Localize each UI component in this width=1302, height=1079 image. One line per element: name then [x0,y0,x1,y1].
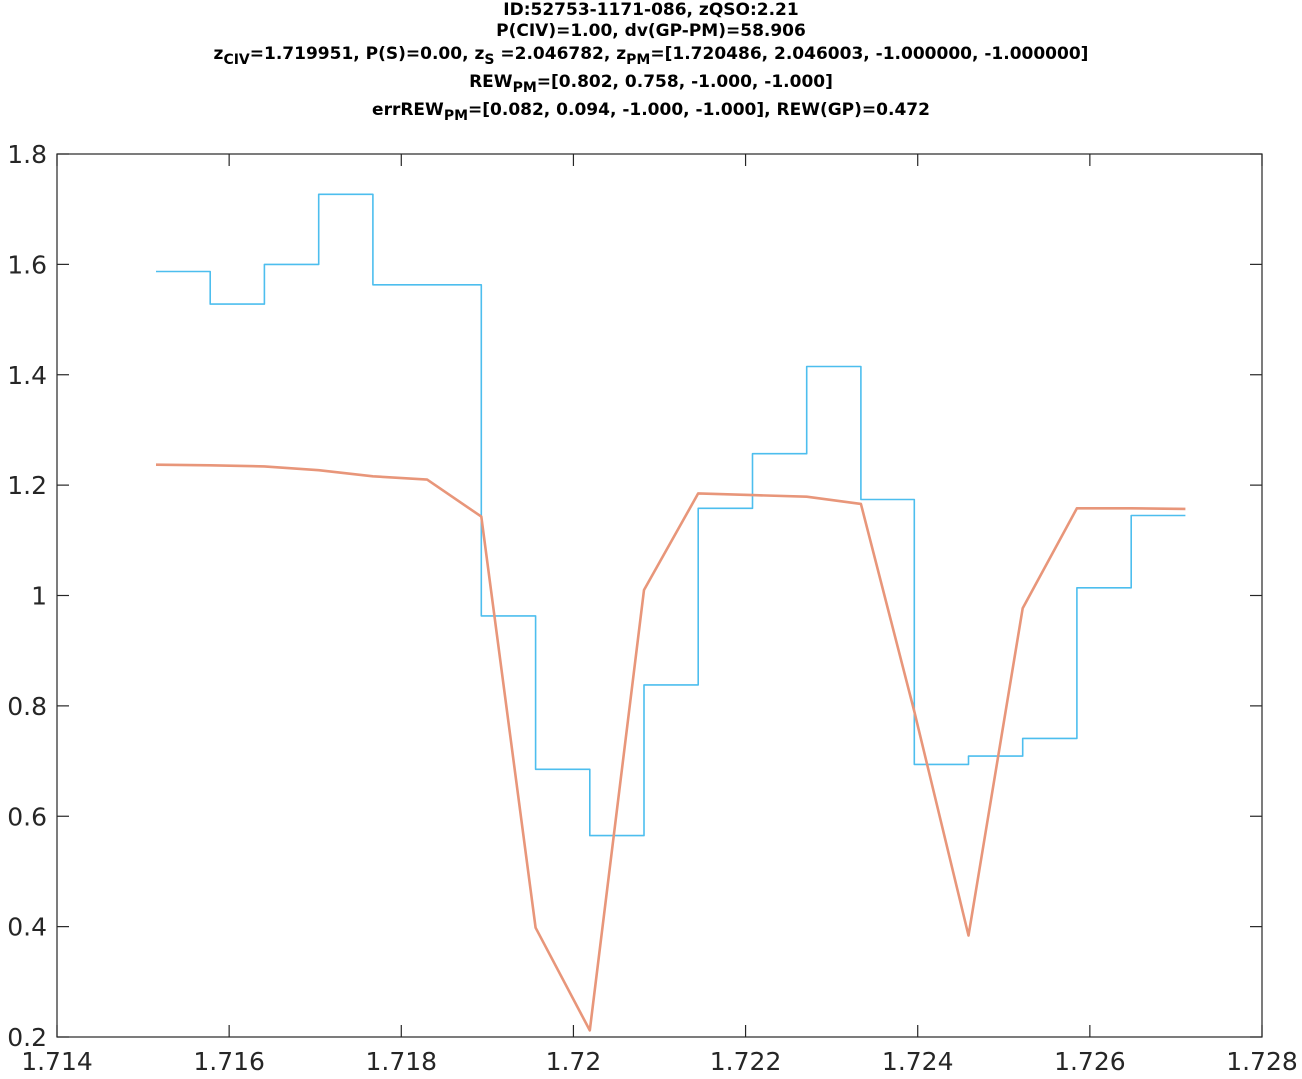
title-z-prefix: z [213,44,224,64]
x-tick-label: 1.726 [1054,1047,1126,1076]
title-part-b: =2.046782, z [494,44,627,64]
x-tick-label: 1.724 [882,1047,954,1076]
title-pm-sub: PM [626,52,651,68]
title-line-2: P(CIV)=1.00, dv(GP-PM)=58.906 [496,21,806,41]
y-tick-label: 0.6 [7,802,47,831]
title-s-sub: S [484,52,495,68]
x-tick-label: 1.714 [21,1047,93,1076]
y-tick-label: 1.8 [7,140,47,169]
y-tick-label: 1.6 [7,250,47,279]
x-tick-label: 1.718 [365,1047,437,1076]
rew-sub: PM [512,80,537,96]
y-tick-label: 1.2 [7,471,47,500]
x-tick-label: 1.72 [546,1047,602,1076]
model-line-series [155,463,1186,1032]
title-line-1: ID:52753-1171-086, zQSO:2.21 [503,0,799,20]
err-rew-values: =[0.082, 0.094, -1.000, -1.000], REW(GP)… [468,100,930,120]
y-tick-label: 0.4 [7,913,47,942]
title-line-5: errREWPM=[0.082, 0.094, -1.000, -1.000],… [0,98,1302,126]
title-part-a: =1.719951, P(S)=0.00, z [249,44,485,64]
y-tick-label: 0.8 [7,692,47,721]
err-rew-prefix: errREW [372,100,444,120]
rew-values: =[0.802, 0.758, -1.000, -1.000] [536,72,833,92]
rew-prefix: REW [469,72,513,92]
flux-stairs-series [156,193,1186,837]
x-tick-label: 1.722 [710,1047,782,1076]
err-rew-sub: PM [443,108,469,124]
plot-area [57,154,1262,1037]
title-civ-sub: CIV [223,52,250,68]
y-tick-label: 1.4 [7,361,47,390]
x-tick-label: 1.716 [193,1047,265,1076]
title-line-3: zCIV=1.719951, P(S)=0.00, zS =2.046782, … [0,42,1302,70]
chart-title: ID:52753-1171-086, zQSO:2.21 P(CIV)=1.00… [0,0,1302,126]
y-tick-label: 1 [31,582,47,611]
y-tick-label: 0.2 [7,1023,47,1052]
x-tick-label: 1.728 [1226,1047,1298,1076]
title-line-4: REWPM=[0.802, 0.758, -1.000, -1.000] [0,70,1302,98]
title-part-c: =[1.720486, 2.046003, -1.000000, -1.0000… [650,44,1089,64]
